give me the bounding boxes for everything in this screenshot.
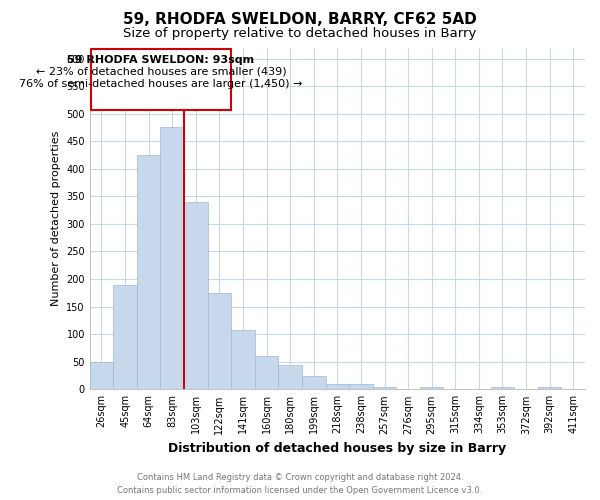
Bar (137, 155, 160, 390)
Text: Size of property relative to detached houses in Barry: Size of property relative to detached ho… (124, 28, 476, 40)
Bar (373, 386, 397, 390)
Text: 59, RHODFA SWELDON, BARRY, CF62 5AD: 59, RHODFA SWELDON, BARRY, CF62 5AD (123, 12, 477, 28)
FancyBboxPatch shape (91, 49, 231, 110)
Bar (113, 284, 137, 390)
Bar (491, 386, 514, 390)
Bar (278, 365, 302, 390)
Bar (208, 293, 231, 390)
X-axis label: Distribution of detached houses by size in Barry: Distribution of detached houses by size … (168, 442, 506, 455)
Bar (302, 376, 326, 390)
Bar (326, 384, 349, 390)
Text: 76% of semi-detached houses are larger (1,450) →: 76% of semi-detached houses are larger (… (19, 80, 303, 90)
Bar (349, 384, 373, 390)
Y-axis label: Number of detached properties: Number of detached properties (50, 130, 61, 306)
Text: Contains HM Land Registry data © Crown copyright and database right 2024.
Contai: Contains HM Land Registry data © Crown c… (118, 474, 482, 495)
Bar (538, 386, 562, 390)
Bar (160, 128, 184, 390)
Text: ← 23% of detached houses are smaller (439): ← 23% of detached houses are smaller (43… (36, 67, 286, 77)
Bar (255, 356, 278, 390)
Bar (184, 202, 208, 390)
Bar (420, 386, 443, 390)
Bar (90, 362, 113, 390)
Bar (231, 330, 255, 390)
Text: 59 RHODFA SWELDON: 93sqm: 59 RHODFA SWELDON: 93sqm (67, 54, 254, 64)
